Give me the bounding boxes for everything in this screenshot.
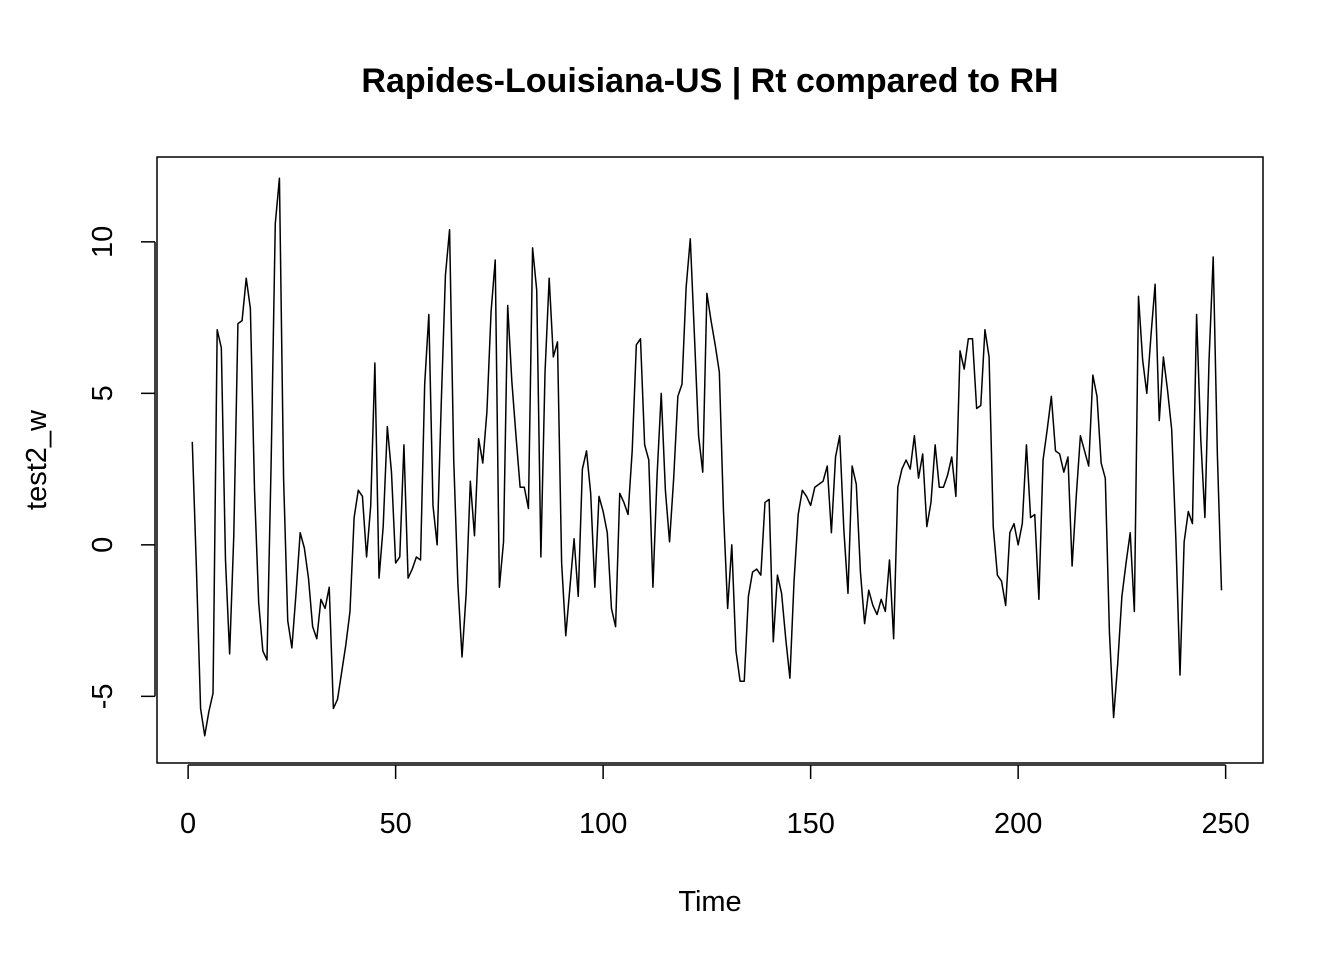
- plot-frame: [156, 156, 1264, 764]
- y-tick-label: 0: [87, 537, 119, 553]
- y-tick-label: 5: [87, 385, 119, 401]
- y-tick-label: -5: [87, 683, 119, 709]
- x-tick-label: 200: [994, 808, 1042, 840]
- x-tick-label: 50: [379, 808, 411, 840]
- y-axis: -5 0 5 10: [87, 226, 156, 709]
- chart-title: Rapides-Louisiana-US | Rt compared to RH: [361, 62, 1058, 100]
- series-line: [191, 177, 1223, 737]
- y-tick-label: 10: [87, 226, 119, 258]
- x-tick-label: 150: [786, 808, 834, 840]
- x-tick-label: 250: [1201, 808, 1249, 840]
- x-tick-label: 0: [180, 808, 196, 840]
- x-axis: 0 50 100 150 200 250: [180, 764, 1250, 840]
- x-axis-label: Time: [678, 886, 741, 918]
- x-tick-label: 100: [579, 808, 627, 840]
- y-axis-label: test2_w: [21, 409, 53, 510]
